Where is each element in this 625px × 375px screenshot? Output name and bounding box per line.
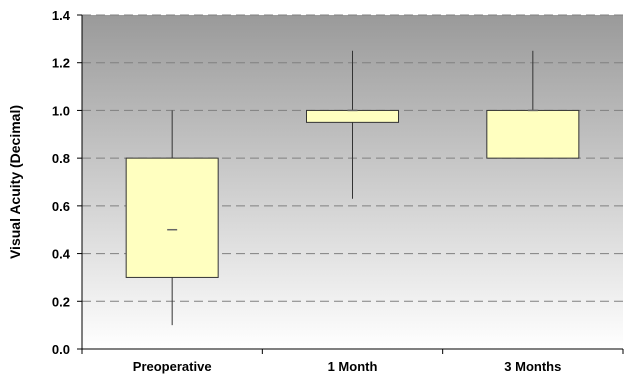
y-axis-title: Visual Acuity (Decimal) [7, 105, 23, 259]
box-iqr [125, 157, 219, 278]
y-tick-label: 1.0 [52, 103, 70, 118]
box-3 [486, 50, 580, 159]
x-tick-label: Preoperative [133, 359, 212, 374]
x-tick-label: 3 Months [504, 359, 561, 374]
box-2 [306, 50, 399, 199]
y-tick-label: 0.8 [52, 151, 70, 166]
y-tick-label: 0.6 [52, 199, 70, 214]
y-tick-label: 0.0 [52, 342, 70, 357]
boxes [125, 50, 580, 326]
y-tick-label: 1.4 [52, 8, 71, 23]
ticks: 0.0 0.2 0.4 0.6 0.8 1.0 1.2 1.4 Preoperative 1 Mo… [52, 8, 624, 374]
y-tick-label: 0.2 [52, 294, 70, 309]
y-tick-label: 0.4 [52, 247, 71, 262]
box-1 [125, 110, 219, 326]
box-iqr [306, 109, 399, 123]
y-tick-label: 1.2 [52, 56, 70, 71]
axes [81, 15, 623, 350]
x-tick-label: 1 Month [328, 359, 378, 374]
box-iqr [486, 109, 580, 159]
